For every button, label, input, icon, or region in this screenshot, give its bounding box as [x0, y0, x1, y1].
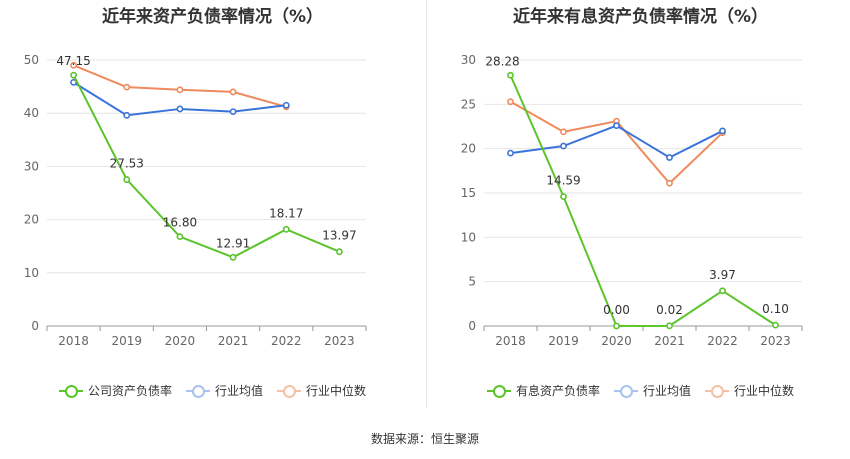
legend-item-industry-median[interactable]: 行业中位数	[277, 382, 366, 399]
x-tick-label: 2019	[548, 334, 579, 348]
legend-item-industry-median[interactable]: 行业中位数	[705, 382, 794, 399]
x-tick-label: 2023	[760, 334, 791, 348]
legend-label: 行业均值	[214, 384, 263, 398]
legend-label: 公司资产负债率	[87, 384, 172, 398]
data-point	[560, 128, 567, 136]
line-chart-interest-liability: 0 5 10 15 20 25 30 2018 2019 2020 2021 2022 2023 28.2…	[461, 53, 803, 348]
y-tick-label: 10	[461, 230, 476, 244]
data-label: 13.97	[322, 229, 356, 243]
series-line-0	[509, 74, 777, 328]
data-point	[336, 248, 343, 256]
data-point	[282, 225, 290, 233]
data-label: 12.91	[216, 236, 250, 250]
data-point	[282, 101, 290, 109]
data-point	[772, 321, 779, 329]
x-tick-label: 2023	[324, 334, 355, 348]
data-point	[719, 127, 726, 135]
data-point	[507, 149, 514, 157]
data-point	[666, 179, 673, 187]
x-tick-label: 2021	[654, 334, 685, 348]
data-point	[613, 322, 620, 330]
series-line-2	[73, 64, 287, 108]
chart-title: 近年来有息资产负债率情况（%）	[512, 7, 769, 27]
y-tick-label: 40	[24, 106, 39, 120]
x-tick-label: 2021	[218, 334, 249, 348]
series-line-1	[510, 124, 723, 159]
y-tick-label: 10	[24, 266, 39, 280]
x-tick-label: 2018	[495, 334, 526, 348]
legend-item-industry-avg[interactable]: 行业均值	[185, 382, 263, 399]
y-tick-label: 30	[24, 159, 39, 173]
y-tick-label: 20	[24, 213, 39, 227]
data-point	[666, 154, 673, 161]
data-label: 16.80	[163, 216, 197, 230]
chart-panel-asset-liability: 近年来资产负债率情况（%） 0 10 20 30 40 50 2018 2019 2020 202…	[0, 0, 425, 410]
x-tick-label: 2022	[271, 334, 302, 348]
data-point	[70, 71, 77, 79]
line-chart-asset-liability: 0 10 20 30 40 50 2018 2019 2020 2021 2022 2023 47.15…	[24, 53, 367, 348]
data-point	[176, 233, 184, 241]
data-point	[613, 122, 620, 130]
data-point	[176, 105, 184, 113]
data-point	[229, 253, 237, 261]
x-tick-label: 2018	[58, 334, 89, 348]
legend-swatch-median	[277, 384, 301, 398]
data-point	[229, 108, 237, 116]
data-point	[507, 98, 514, 106]
panel-divider	[426, 0, 427, 408]
data-point	[229, 88, 237, 96]
y-tick-label: 20	[461, 142, 476, 156]
series-line-2	[510, 100, 724, 185]
data-label: 28.28	[485, 54, 519, 68]
legend-label: 行业中位数	[306, 384, 367, 398]
legend-swatch-avg	[185, 384, 210, 398]
x-tick-label: 2019	[111, 334, 142, 348]
legend-item-industry-avg[interactable]: 行业均值	[613, 382, 691, 399]
chart-title: 近年来资产负债率情况（%）	[101, 7, 324, 27]
data-point	[123, 111, 131, 119]
data-point	[507, 71, 514, 79]
data-point	[176, 86, 184, 94]
data-label: 3.97	[709, 268, 736, 282]
legend: 有息资产负债率 行业均值 行业中位数	[428, 382, 850, 399]
x-tick-label: 2020	[601, 334, 632, 348]
y-tick-label: 25	[461, 97, 476, 111]
x-tick-label: 2020	[165, 334, 196, 348]
data-point	[123, 83, 131, 91]
data-label: 0.02	[656, 303, 683, 317]
legend-item-company[interactable]: 有息资产负债率	[486, 382, 600, 399]
data-label: 18.17	[269, 206, 303, 220]
legend-swatch-median	[705, 384, 729, 398]
data-source-footer: 数据来源：恒生聚源	[370, 432, 479, 446]
legend-label: 有息资产负债率	[515, 384, 600, 398]
legend: 公司资产负债率 行业均值 行业中位数	[0, 382, 425, 399]
legend-swatch-avg	[613, 384, 638, 398]
data-point	[560, 193, 567, 201]
legend-swatch-company	[486, 384, 511, 398]
data-point	[560, 142, 567, 150]
y-tick-label: 0	[468, 319, 476, 333]
data-label: 0.00	[603, 303, 630, 317]
data-label: 47.15	[56, 54, 90, 68]
data-label: 27.53	[110, 157, 144, 171]
data-point	[666, 322, 673, 330]
y-tick-label: 15	[461, 186, 476, 200]
legend-swatch-company	[58, 384, 83, 398]
y-tick-label: 50	[24, 53, 39, 67]
y-tick-label: 5	[468, 275, 476, 289]
data-point	[719, 287, 726, 295]
chart-panel-interest-liability: 近年来有息资产负债率情况（%） 0 5 10 15 20 25 30 2018 2019 2020…	[428, 0, 850, 410]
legend-label: 行业均值	[642, 384, 691, 398]
data-label: 14.59	[546, 174, 580, 188]
legend-item-company[interactable]: 公司资产负债率	[58, 382, 172, 399]
series-line-0	[72, 74, 340, 259]
y-tick-label: 30	[461, 53, 476, 67]
y-tick-label: 0	[31, 319, 39, 333]
data-point	[70, 61, 77, 69]
legend-label: 行业中位数	[734, 384, 795, 398]
data-label: 0.10	[762, 302, 789, 316]
x-tick-label: 2022	[707, 334, 738, 348]
data-point	[123, 176, 131, 183]
